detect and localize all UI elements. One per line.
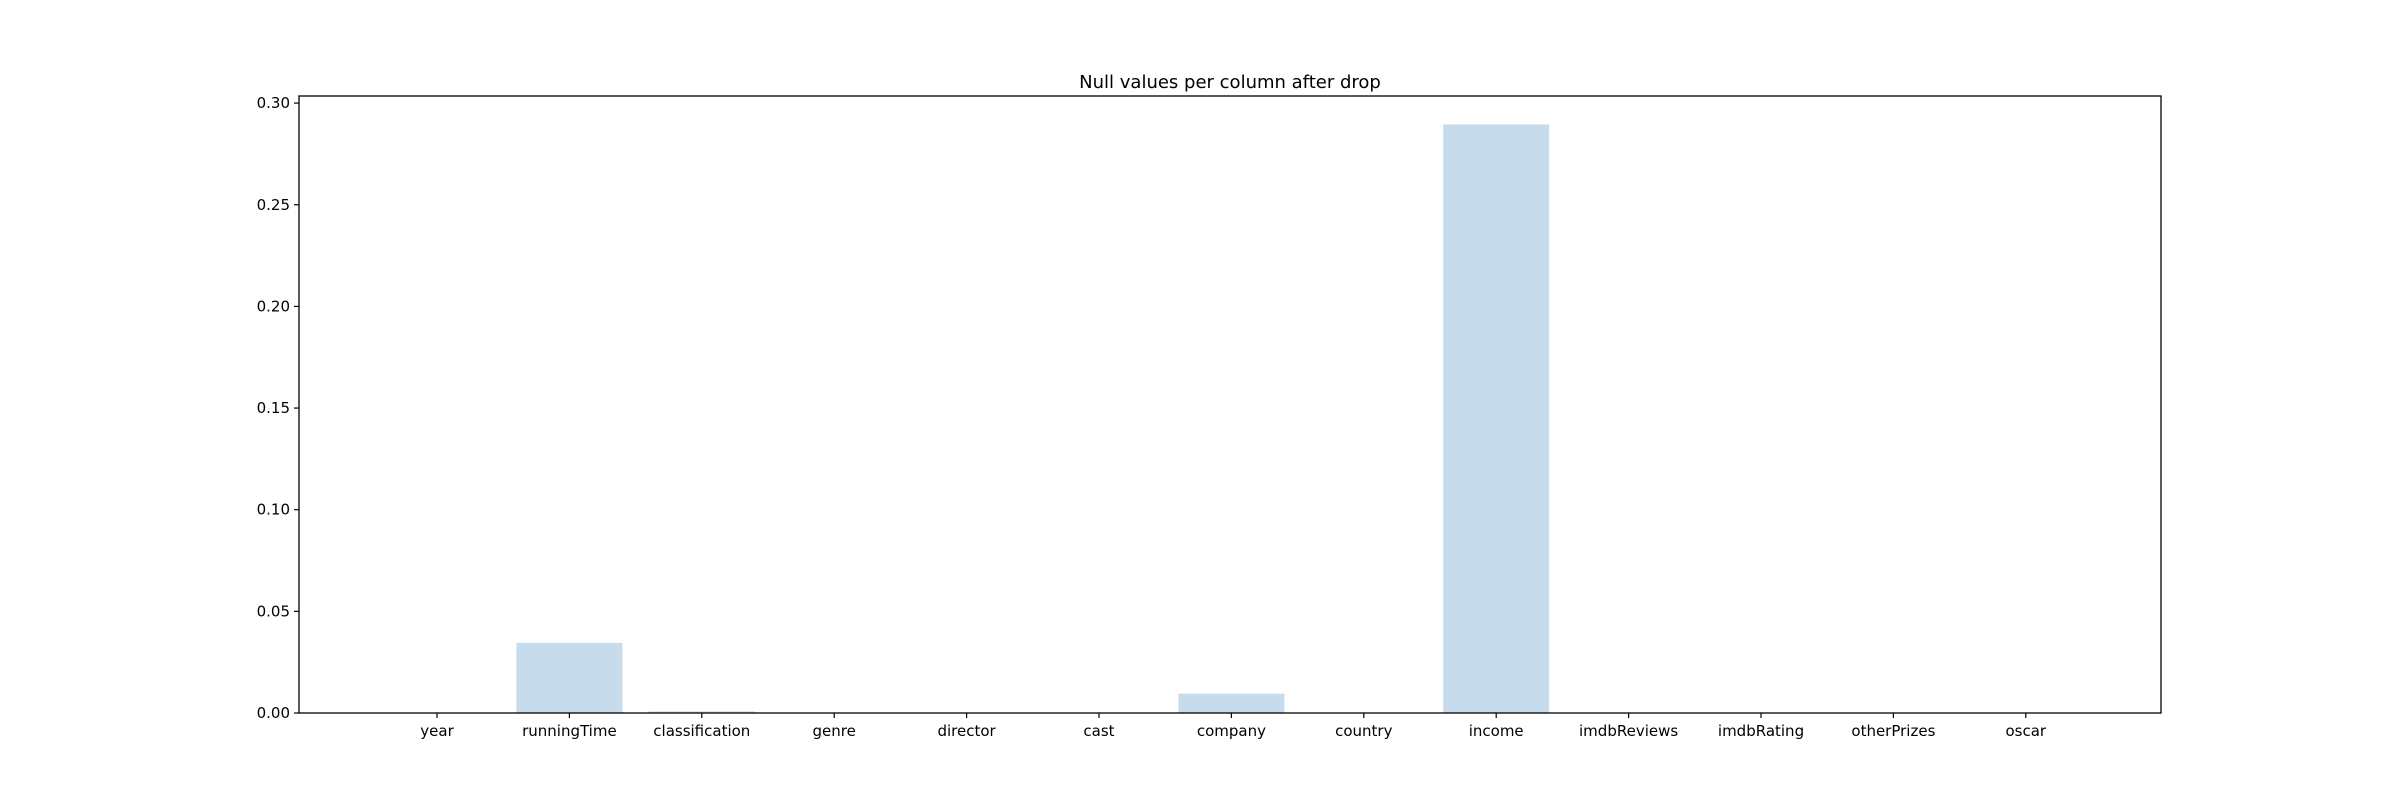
x-tick-label: director [937,722,996,740]
x-tick-label: company [1197,722,1266,740]
x-tick-label: genre [813,722,856,740]
y-tick-label: 0.30 [257,94,290,112]
plot-frame [298,95,2162,714]
x-tick-label: imdbReviews [1579,722,1678,740]
y-tick-label: 0.05 [257,602,290,620]
y-tick-label: 0.10 [257,501,290,519]
x-tick-label: income [1469,722,1524,740]
bar-income [1443,124,1550,713]
y-axis: 0.00 0.05 0.10 0.15 0.20 0.25 0.30 [257,94,299,722]
x-tick-label: imdbRating [1718,722,1804,740]
bars-layer [516,124,1550,713]
y-tick-label: 0.20 [257,297,290,315]
x-tick-label: otherPrizes [1851,722,1935,740]
x-tick-label: country [1335,722,1392,740]
y-tick-label: 0.00 [257,704,290,722]
x-tick-label: cast [1083,722,1114,740]
x-tick-label: year [420,722,454,740]
bar-company [1178,693,1285,713]
x-tick-label: oscar [2005,722,2046,740]
x-axis: year runningTime classification genre direct… [420,713,2047,740]
x-tick-label: classification [653,722,750,740]
chart-title: Null values per column after drop [1079,72,1381,93]
x-tick-label: runningTime [522,722,617,740]
bar-classification [648,711,755,713]
bar-runningTime [516,642,623,713]
y-tick-label: 0.15 [257,399,290,417]
y-tick-label: 0.25 [257,196,290,214]
